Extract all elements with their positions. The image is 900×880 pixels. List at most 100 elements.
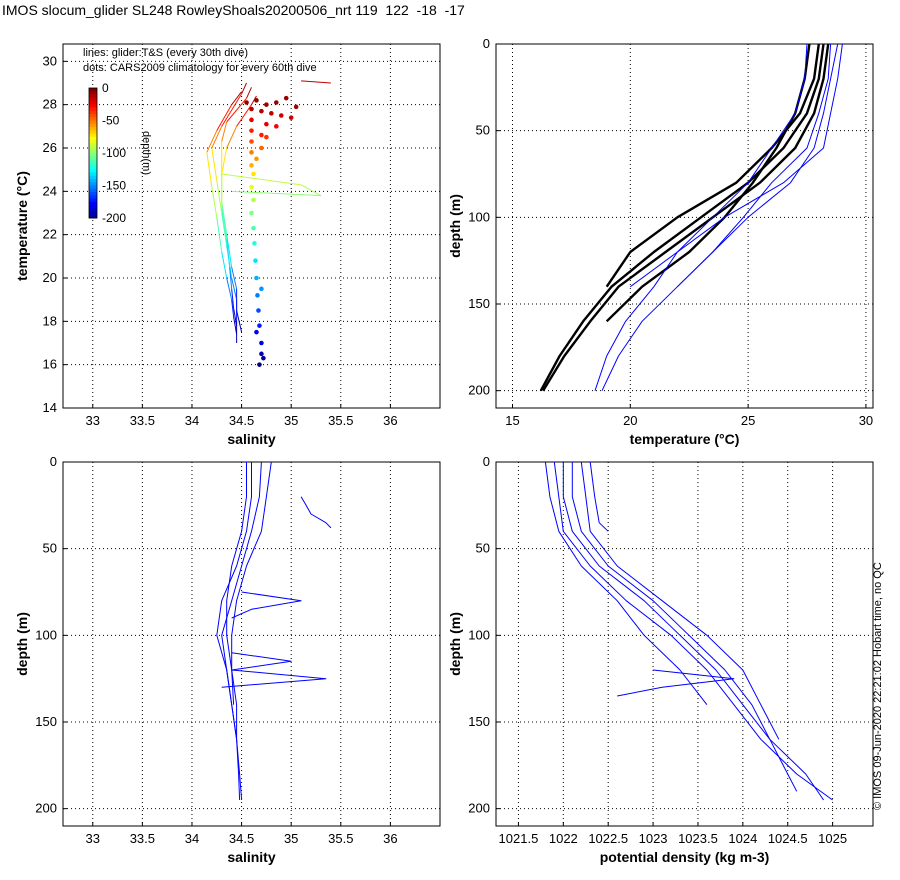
climatology-dot <box>259 286 264 292</box>
colorbar-band <box>89 195 97 199</box>
climatology-dot <box>249 139 254 144</box>
ts-line-segment <box>226 277 233 300</box>
y-tick-label: 14 <box>43 400 57 415</box>
y-tick-label: 26 <box>43 140 57 155</box>
ts-line-segment <box>229 267 233 289</box>
y-tick-label: 0 <box>483 36 490 51</box>
climatology-dot <box>249 163 254 168</box>
ts-line-segment <box>211 147 218 181</box>
climatology-dot <box>249 184 254 190</box>
climatology-dot <box>259 108 264 114</box>
x-tick-label: 34 <box>185 413 199 428</box>
climatology-dot <box>283 95 289 101</box>
ts-line-segment <box>216 217 223 253</box>
profile-line <box>231 591 302 619</box>
profile-line <box>617 669 735 697</box>
colorbar-band <box>89 201 97 206</box>
y-tick-label: 18 <box>43 313 57 328</box>
ts-line-segment <box>226 238 231 268</box>
colorbar-band <box>89 97 97 102</box>
legend-line-1: lines: glider:T&S (every 30th dive) <box>83 47 248 59</box>
climatology-dot <box>249 210 254 216</box>
climatology-dot <box>257 323 262 328</box>
x-tick-label: 1025 <box>818 831 847 846</box>
colorbar-band <box>89 205 97 209</box>
climatology-dot <box>261 355 266 361</box>
figure-title: IMOS slocum_glider SL248 RowleyShoals202… <box>2 2 465 18</box>
y-axis-label: depth (m) <box>447 194 463 258</box>
x-tick-label: 35.5 <box>328 831 353 846</box>
colorbar-band <box>89 198 97 203</box>
plot-area <box>63 462 440 826</box>
climatology-dot <box>244 100 249 105</box>
colorbar-band <box>89 88 97 92</box>
x-axis-label: potential density (kg m-3) <box>600 849 770 865</box>
x-tick-label: 35.5 <box>328 413 353 428</box>
climatology-dot <box>259 132 264 138</box>
colorbar-band <box>89 117 97 121</box>
y-tick-label: 20 <box>43 270 57 285</box>
colorbar-tick-label: -100 <box>102 146 126 160</box>
x-tick-label: 33.5 <box>130 413 155 428</box>
ts-line-segment <box>221 202 228 235</box>
plot-area <box>496 462 873 826</box>
plot-area <box>63 44 440 408</box>
y-tick-label: 30 <box>43 53 57 68</box>
x-tick-label: 33.5 <box>130 831 155 846</box>
climatology-dot <box>252 241 257 246</box>
plot-area <box>496 44 873 408</box>
colorbar-band <box>89 104 97 108</box>
colorbar-band <box>89 159 97 164</box>
ts-line-segment <box>300 184 322 197</box>
ts-line-segment <box>221 147 228 175</box>
colorbar-band <box>89 162 97 167</box>
profile-line <box>571 462 798 792</box>
ts-line-segment <box>233 316 238 335</box>
y-tick-label: 28 <box>43 97 57 112</box>
profile-line <box>630 43 843 288</box>
x-axis-label: salinity <box>227 849 275 865</box>
profile-line <box>300 496 332 529</box>
ts-line-segment <box>231 190 321 197</box>
climatology-dot <box>251 225 256 231</box>
colorbar-band <box>89 192 97 196</box>
ts-line-segment <box>236 310 243 333</box>
climatology-dot <box>254 98 259 103</box>
profile-mean-line <box>605 43 820 288</box>
colorbar-band <box>89 208 97 212</box>
y-tick-label: 100 <box>468 209 490 224</box>
climatology-dot <box>257 362 262 367</box>
profile-line <box>221 652 327 688</box>
colorbar-band <box>89 179 97 183</box>
climatology-dot <box>264 121 269 127</box>
x-tick-label: 1022 <box>549 831 578 846</box>
x-tick-label: 34.5 <box>229 413 254 428</box>
ts-line-segment <box>246 87 252 99</box>
y-tick-label: 0 <box>50 454 57 469</box>
colorbar-band <box>89 114 97 118</box>
colorbar-band <box>89 172 97 177</box>
climatology-dot <box>256 308 261 313</box>
climatology-dot <box>274 100 279 105</box>
ts-line-segment <box>211 186 218 218</box>
climatology-dot <box>259 351 264 357</box>
colorbar-band <box>89 188 97 193</box>
colorbar-band <box>89 136 97 141</box>
colorbar-band <box>89 107 97 112</box>
x-tick-label: 1021.5 <box>499 831 539 846</box>
ts-line-segment <box>231 91 242 105</box>
colorbar-band <box>89 110 97 115</box>
colorbar-band <box>89 166 97 170</box>
x-tick-label: 36 <box>383 831 397 846</box>
profile-line <box>553 461 833 801</box>
y-tick-label: 200 <box>468 801 490 816</box>
y-tick-label: 24 <box>43 183 57 198</box>
ts-line-segment <box>241 82 247 95</box>
y-axis-label: temperature (°C) <box>14 171 30 281</box>
ts-line-segment <box>226 234 233 268</box>
climatology-dot <box>251 171 256 177</box>
climatology-dot <box>253 258 258 263</box>
climatology-dot <box>259 340 264 346</box>
axes-frame <box>62 43 441 409</box>
ts-line-segment <box>251 95 257 105</box>
